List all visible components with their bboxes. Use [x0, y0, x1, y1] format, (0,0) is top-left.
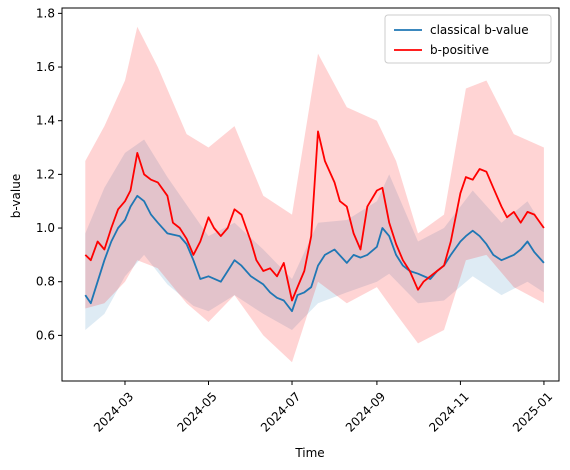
- x-tick-label: 2024-03: [91, 389, 136, 434]
- y-axis-ticks: 0.6 0.8 1.0 1.2 1.4 1.6 1.8: [36, 6, 62, 342]
- x-tick-label: 2024-05: [174, 389, 219, 434]
- x-tick-label: 2024-11: [426, 389, 471, 434]
- series-line-classical: [84, 194, 545, 313]
- x-axis-title: Time: [294, 446, 324, 460]
- confidence-band-classical: [85, 139, 544, 330]
- series-lines: [84, 130, 545, 313]
- y-tick-label: 1.6: [36, 60, 55, 74]
- y-tick-label: 1.4: [36, 114, 55, 128]
- plot-frame: [61, 7, 560, 382]
- y-axis-title: b-value: [9, 174, 23, 218]
- legend-label-bpositive: b-positive: [430, 43, 489, 57]
- y-tick-label: 1.8: [36, 6, 55, 20]
- y-tick-label: 0.6: [36, 328, 55, 342]
- series-line-bpositive: [84, 130, 545, 302]
- legend: classical b-value b-positive: [384, 14, 552, 64]
- x-tick-label: 2025-01: [510, 389, 555, 434]
- y-tick-label: 1.2: [36, 167, 55, 181]
- y-tick-label: 1.0: [36, 221, 55, 235]
- x-axis-ticks: 2024-03 2024-05 2024-07 2024-09 2024-11 2025-…: [91, 381, 555, 435]
- legend-frame: [384, 14, 552, 64]
- y-tick-label: 0.8: [36, 275, 55, 289]
- x-tick-label: 2024-09: [343, 389, 388, 434]
- legend-label-classical: classical b-value: [430, 23, 529, 37]
- x-tick-label: 2024-07: [258, 389, 303, 434]
